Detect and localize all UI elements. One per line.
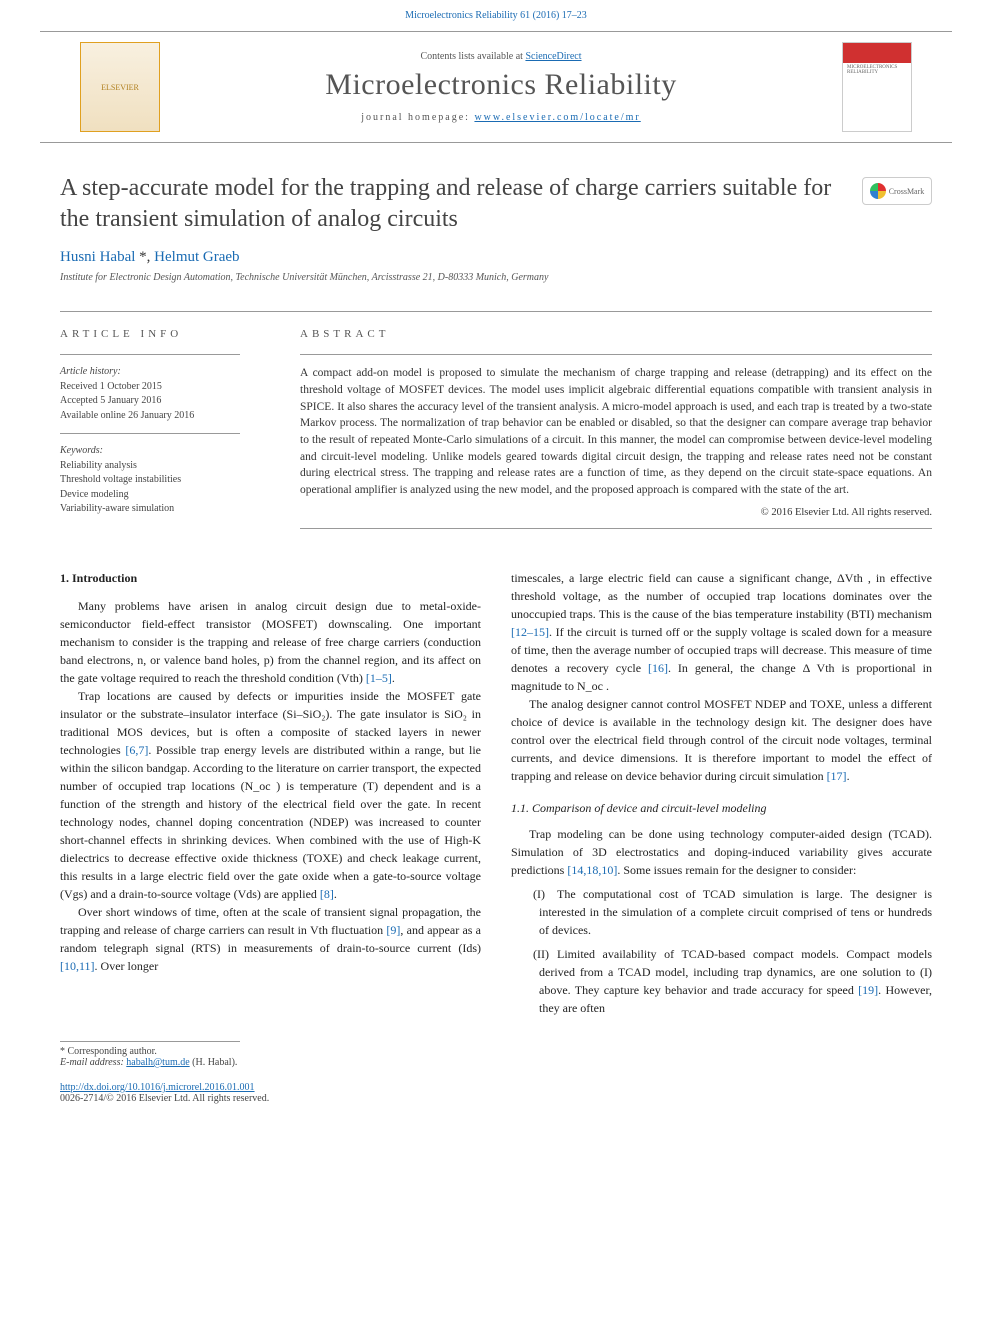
keyword-item: Variability-aware simulation (60, 502, 270, 517)
list-marker: (II) (515, 945, 549, 963)
para: Over short windows of time, often at the… (60, 903, 481, 975)
cover-label: MICROELECTRONICS RELIABILITY (847, 65, 911, 75)
list-item: (II)Limited availability of TCAD-based c… (511, 945, 932, 1017)
citation-link[interactable]: [1–5] (366, 671, 392, 685)
section-1-1-head: 1.1. Comparison of device and circuit-le… (511, 799, 932, 817)
issn-line: 0026-2714/© 2016 Elsevier Ltd. All right… (60, 1093, 932, 1104)
para: timescales, a large electric field can c… (511, 569, 932, 695)
contents-prefix: Contents lists available at (420, 51, 525, 62)
body-columns: 1. Introduction Many problems have arise… (60, 569, 932, 1017)
top-citation: Microelectronics Reliability 61 (2016) 1… (0, 0, 992, 31)
sciencedirect-link[interactable]: ScienceDirect (525, 51, 581, 62)
keywords-head: Keywords: (60, 444, 270, 459)
abstract-text: A compact add-on model is proposed to si… (300, 365, 932, 498)
journal-cover-thumb: MICROELECTRONICS RELIABILITY (842, 42, 912, 132)
article-block: A step-accurate model for the trapping a… (60, 173, 932, 539)
email-link[interactable]: habalh@tum.de (126, 1057, 189, 1068)
footer: * Corresponding author. E-mail address: … (60, 1041, 932, 1104)
list-marker: (I) (515, 885, 545, 903)
crossmark-icon (870, 183, 886, 199)
corresponding-author-note: * Corresponding author. E-mail address: … (60, 1041, 240, 1068)
citation-link[interactable]: [9] (386, 923, 400, 937)
citation-link[interactable]: [12–15] (511, 625, 549, 639)
affiliation: Institute for Electronic Design Automati… (60, 272, 932, 283)
history-received: Received 1 October 2015 (60, 380, 270, 395)
author-1-link[interactable]: Husni Habal (60, 249, 135, 265)
para: Trap locations are caused by defects or … (60, 687, 481, 903)
top-citation-text[interactable]: Microelectronics Reliability 61 (2016) 1… (405, 10, 587, 21)
left-column: 1. Introduction Many problems have arise… (60, 569, 481, 1017)
para: Many problems have arisen in analog circ… (60, 597, 481, 687)
citation-link[interactable]: [14,18,10] (567, 863, 617, 877)
doi-block: http://dx.doi.org/10.1016/j.microrel.201… (60, 1082, 932, 1104)
list-item: (I)The computational cost of TCAD simula… (511, 885, 932, 939)
email-label: E-mail address: (60, 1057, 126, 1068)
abstract-copyright: © 2016 Elsevier Ltd. All rights reserved… (300, 507, 932, 518)
history-accepted: Accepted 5 January 2016 (60, 394, 270, 409)
article-info-label: article info (60, 328, 270, 340)
corr-email-line: E-mail address: habalh@tum.de (H. Habal)… (60, 1057, 240, 1068)
citation-link[interactable]: [6,7] (125, 743, 148, 757)
abstract-label: abstract (300, 328, 932, 340)
journal-header: ELSEVIER Contents lists available at Sci… (40, 31, 952, 143)
crossmark-label: CrossMark (889, 187, 925, 196)
corr-author: * Corresponding author. (60, 1046, 240, 1057)
right-column: timescales, a large electric field can c… (511, 569, 932, 1017)
keyword-item: Threshold voltage instabilities (60, 473, 270, 488)
keyword-item: Device modeling (60, 488, 270, 503)
citation-link[interactable]: [16] (648, 661, 668, 675)
homepage-link[interactable]: www.elsevier.com/locate/mr (474, 112, 640, 123)
author-sep: *, (135, 249, 154, 265)
abstract-col: abstract A compact add-on model is propo… (290, 312, 932, 538)
citation-link[interactable]: [10,11] (60, 959, 95, 973)
article-history: Article history: Received 1 October 2015… (60, 365, 270, 423)
header-center: Contents lists available at ScienceDirec… (160, 51, 842, 123)
para: Trap modeling can be done using technolo… (511, 825, 932, 879)
contents-line: Contents lists available at ScienceDirec… (160, 51, 842, 62)
section-1-head: 1. Introduction (60, 569, 481, 587)
authors: Husni Habal *, Helmut Graeb (60, 249, 932, 266)
keywords-block: Keywords: Reliability analysis Threshold… (60, 444, 270, 517)
article-info-col: article info Article history: Received 1… (60, 312, 290, 538)
info-abstract-row: article info Article history: Received 1… (60, 311, 932, 538)
elsevier-logo: ELSEVIER (80, 42, 160, 132)
citation-link[interactable]: [8] (320, 887, 334, 901)
history-head: Article history: (60, 365, 270, 380)
journal-name: Microelectronics Reliability (160, 68, 842, 102)
author-2-link[interactable]: Helmut Graeb (154, 249, 239, 265)
citation-link[interactable]: [17] (827, 769, 847, 783)
history-online: Available online 26 January 2016 (60, 409, 270, 424)
email-tail: (H. Habal). (190, 1057, 238, 1068)
para: The analog designer cannot control MOSFE… (511, 695, 932, 785)
doi-link[interactable]: http://dx.doi.org/10.1016/j.microrel.201… (60, 1082, 255, 1093)
title-row: A step-accurate model for the trapping a… (60, 173, 932, 235)
keyword-item: Reliability analysis (60, 459, 270, 474)
citation-link[interactable]: [19] (858, 983, 878, 997)
homepage-prefix: journal homepage: (361, 112, 474, 123)
elsevier-logo-text: ELSEVIER (101, 83, 139, 92)
crossmark-badge[interactable]: CrossMark (862, 177, 932, 205)
homepage-line: journal homepage: www.elsevier.com/locat… (160, 112, 842, 123)
article-title: A step-accurate model for the trapping a… (60, 173, 842, 235)
